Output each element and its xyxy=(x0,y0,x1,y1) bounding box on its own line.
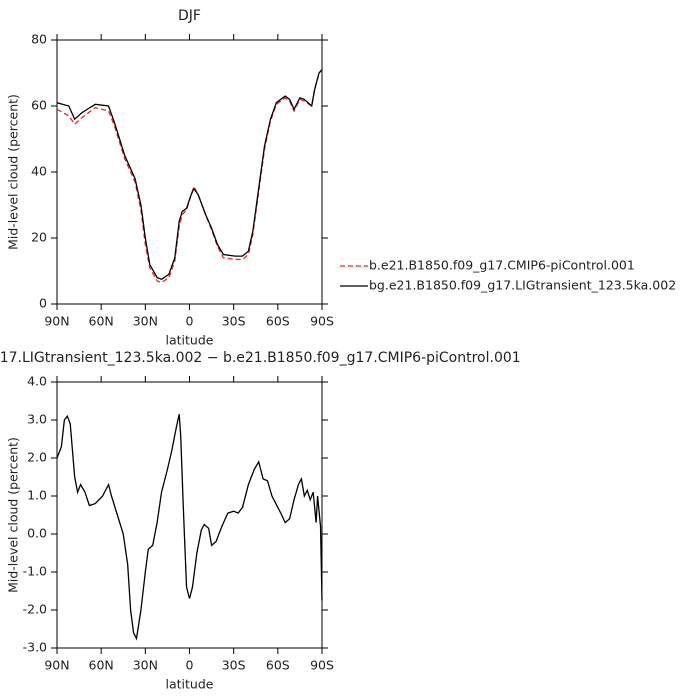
x-tick-label: 60S xyxy=(266,658,290,673)
chart-title: bg.e21.B1850.f09_g17.LIGtransient_123.5k… xyxy=(0,350,521,366)
y-tick-label: 1.0 xyxy=(27,488,47,503)
y-tick-label: -1.0 xyxy=(23,564,47,579)
x-tick-label: 0 xyxy=(186,314,194,329)
data-line xyxy=(56,69,323,280)
y-tick-label: 0 xyxy=(39,296,47,311)
x-tick-label: 60N xyxy=(89,314,114,329)
y-tick-label: 3.0 xyxy=(27,412,47,427)
x-tick-label: 30S xyxy=(222,658,246,673)
legend-label: bg.e21.B1850.f09_g17.LIGtransient_123.5k… xyxy=(369,278,676,293)
y-tick-label: 2.0 xyxy=(27,450,47,465)
y-tick-label: 20 xyxy=(31,230,47,245)
x-tick-label: 60N xyxy=(89,658,114,673)
chart-title: DJF xyxy=(178,8,201,24)
data-line xyxy=(56,414,323,641)
x-tick-label: 90N xyxy=(44,314,69,329)
y-axis-label: Mid-level cloud (percent) xyxy=(6,437,21,593)
x-tick-label: 30S xyxy=(222,314,246,329)
y-tick-label: 40 xyxy=(31,164,47,179)
x-tick-label: 90S xyxy=(310,314,334,329)
y-tick-label: 80 xyxy=(31,32,47,47)
legend-label: b.e21.B1850.f09_g17.CMIP6-piControl.001 xyxy=(369,258,635,273)
x-tick-label: 0 xyxy=(186,658,194,673)
x-tick-label: 30N xyxy=(133,314,158,329)
x-tick-label: 90S xyxy=(310,658,334,673)
x-axis-label: latitude xyxy=(166,333,214,348)
x-tick-label: 90N xyxy=(44,658,69,673)
data-line xyxy=(56,69,323,284)
plot-frame xyxy=(56,381,323,649)
x-tick-label: 60S xyxy=(266,314,290,329)
y-tick-label: 0.0 xyxy=(27,526,47,541)
y-tick-label: 4.0 xyxy=(27,374,47,389)
y-tick-label: -2.0 xyxy=(23,602,47,617)
x-axis-label: latitude xyxy=(166,677,214,692)
y-tick-label: -3.0 xyxy=(23,640,47,655)
y-tick-label: 60 xyxy=(31,98,47,113)
plot-frame xyxy=(56,39,323,305)
x-tick-label: 30N xyxy=(133,658,158,673)
y-axis-label: Mid-level cloud (percent) xyxy=(6,94,21,250)
